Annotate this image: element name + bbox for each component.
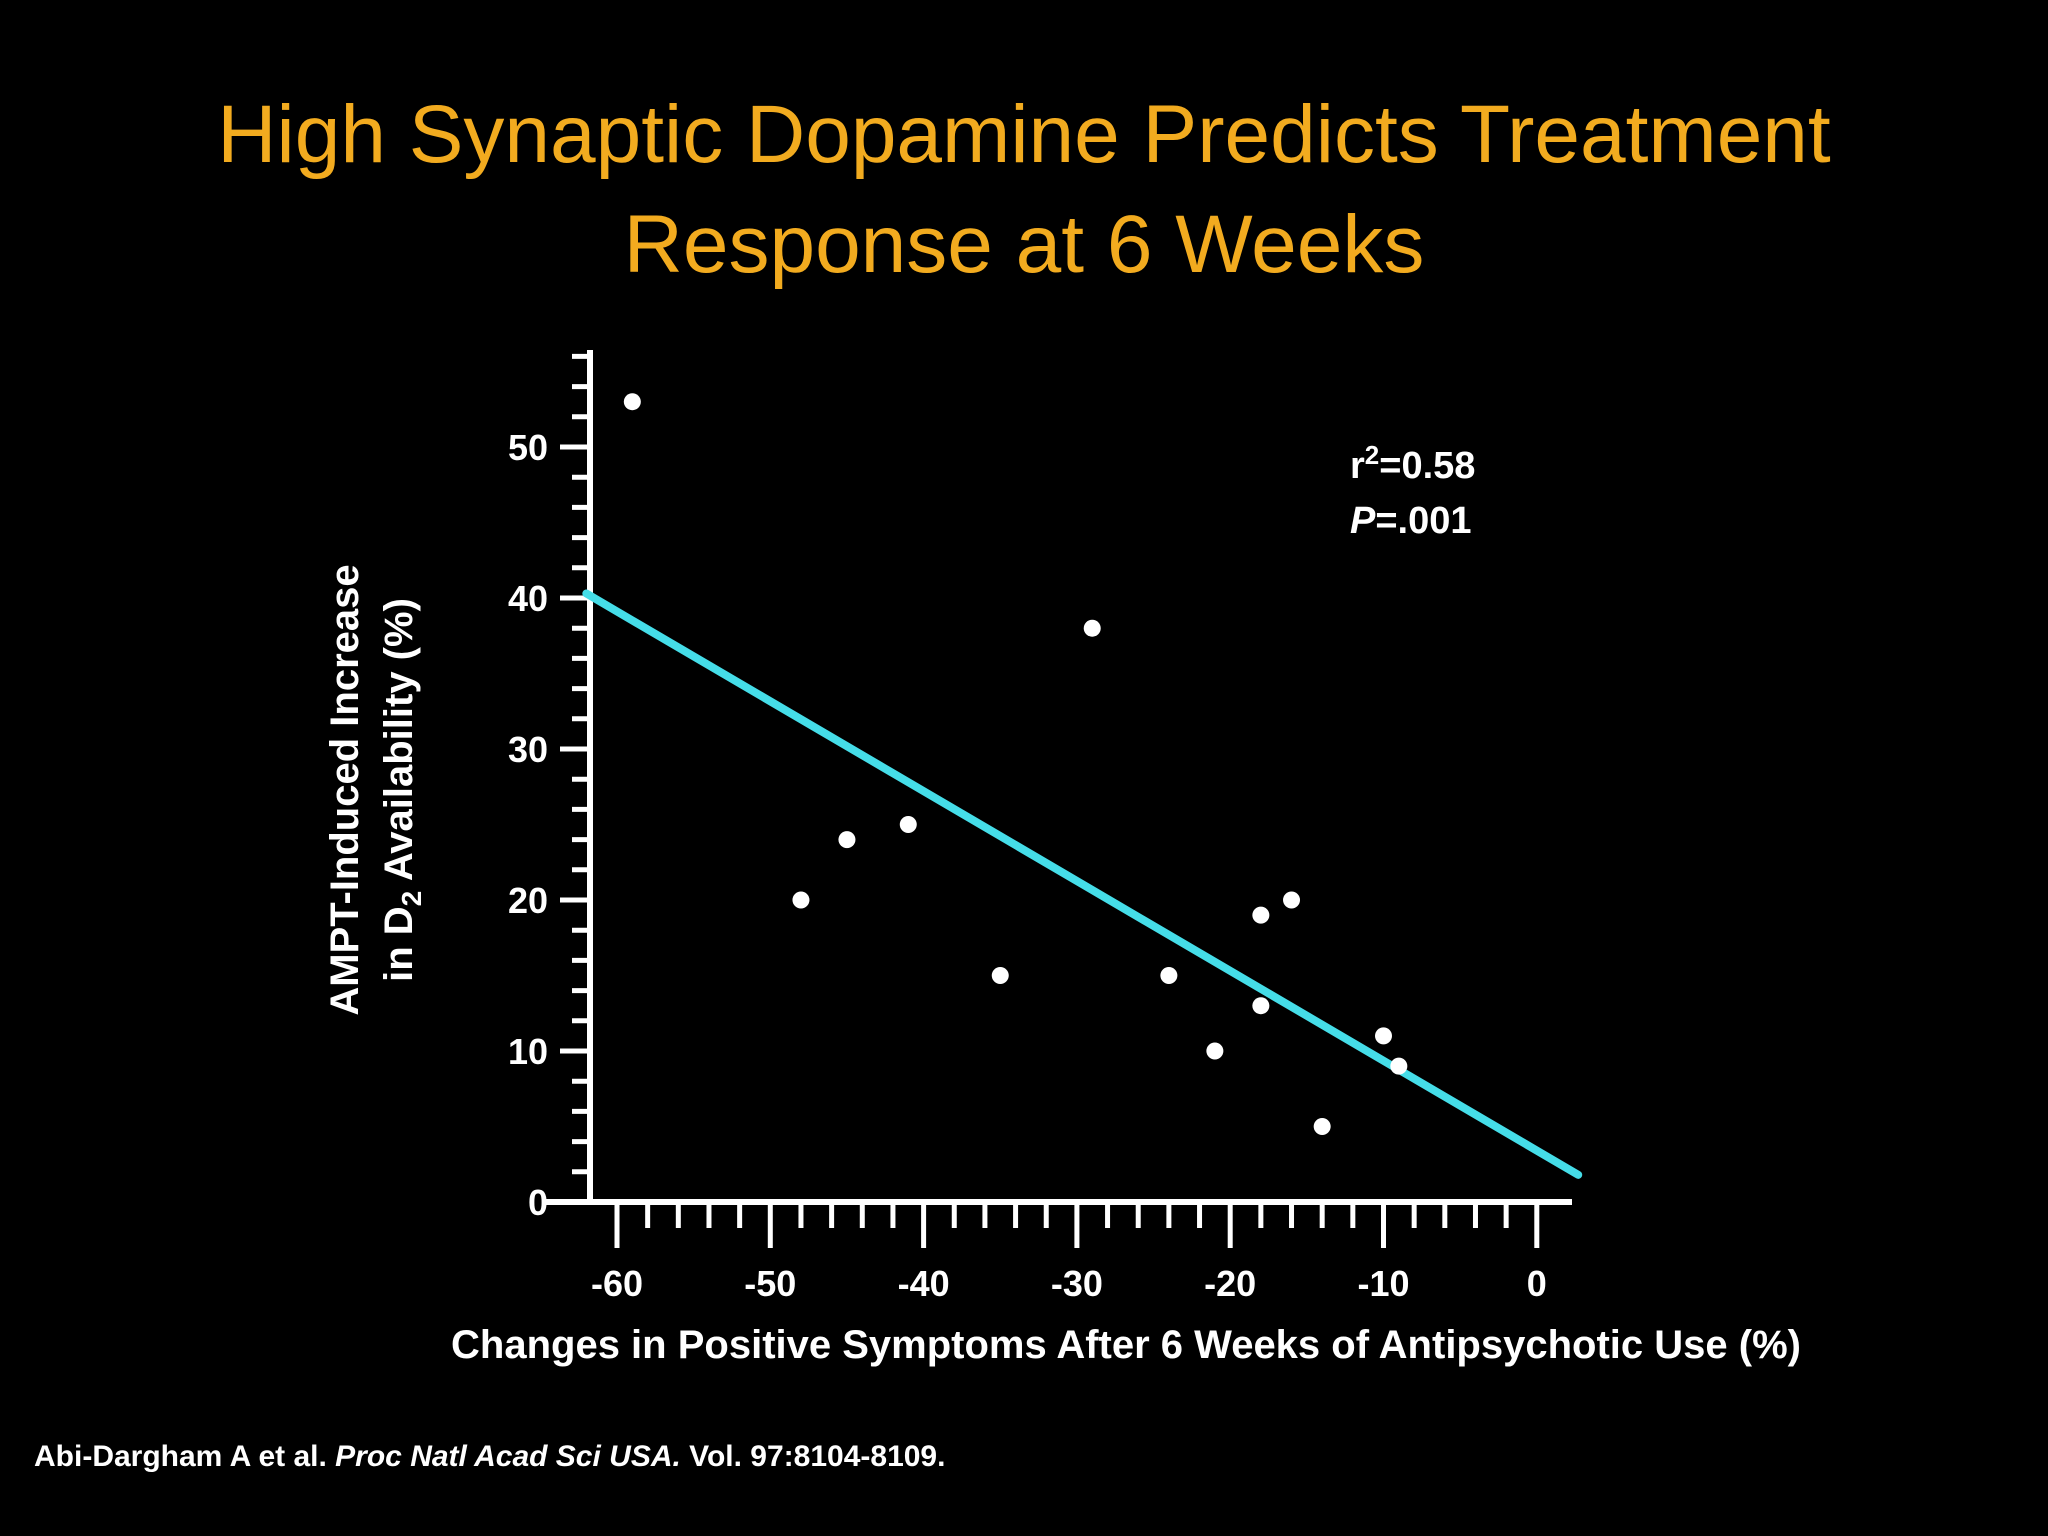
p-value: =.001 <box>1375 500 1471 542</box>
y-label-subscript: 2 <box>396 891 427 907</box>
y-axis-label: AMPT-Induced Increase in D2 Availability… <box>323 564 427 1015</box>
data-point <box>1083 619 1101 637</box>
title-line-1: High Synaptic Dopamine Predicts Treatmen… <box>217 89 1831 180</box>
citation-volume: Vol. 97:8104-8109. <box>680 1440 946 1473</box>
y-label-prefix: in D <box>377 906 421 982</box>
x-tick-label: -20 <box>1204 1263 1256 1304</box>
slide-title: High Synaptic Dopamine Predicts Treatmen… <box>0 80 2048 300</box>
y-tick-label: 40 <box>508 578 548 619</box>
data-point <box>1160 967 1178 984</box>
x-tick-label: -40 <box>898 1263 950 1304</box>
data-point <box>1283 891 1301 909</box>
data-point <box>1252 906 1270 924</box>
data-point <box>1252 997 1270 1015</box>
y-tick-label: 10 <box>508 1031 548 1072</box>
y-label-suffix: Availability (%) <box>377 598 421 891</box>
x-axis-label: Changes in Positive Symptoms After 6 Wee… <box>451 1323 1801 1367</box>
regression-line-group <box>582 589 1583 1179</box>
y-tick-label: 30 <box>508 729 548 770</box>
x-tick-label: -10 <box>1357 1263 1409 1304</box>
data-point <box>991 967 1009 984</box>
x-tick-label: -60 <box>591 1263 643 1304</box>
x-tick-label: -30 <box>1051 1263 1103 1304</box>
data-points <box>623 393 1408 1135</box>
data-point <box>623 393 641 411</box>
citation: Abi-Dargham A et al. Proc Natl Acad Sci … <box>34 1440 945 1474</box>
title-line-2: Response at 6 Weeks <box>623 199 1425 290</box>
r-value: =0.58 <box>1379 445 1475 487</box>
r-squared-annotation: r2=0.58 <box>1350 440 1475 487</box>
tick-labels: -60 -50 -40 -30 -20 -10 0 0 10 20 30 40 50 <box>508 427 1547 1304</box>
data-point <box>1313 1118 1331 1135</box>
data-point <box>899 816 917 833</box>
y-axis-label-line-2: in D2 Availability (%) <box>377 598 427 982</box>
tick-marks <box>560 353 1540 1248</box>
y-tick-label: 0 <box>528 1182 548 1223</box>
data-point <box>1375 1027 1392 1045</box>
y-tick-label: 20 <box>508 880 548 921</box>
data-point <box>1390 1057 1408 1075</box>
p-label: P <box>1350 500 1376 542</box>
data-point <box>792 891 810 909</box>
regression-line <box>582 589 1583 1179</box>
x-tick-label: 0 <box>1527 1263 1547 1304</box>
citation-journal: Proc Natl Acad Sci USA. <box>335 1440 681 1473</box>
x-tick-label: -50 <box>744 1263 796 1304</box>
r-superscript: 2 <box>1365 440 1379 470</box>
y-axis-label-line-1: AMPT-Induced Increase <box>323 564 367 1015</box>
citation-authors: Abi-Dargham A et al. <box>34 1440 336 1473</box>
r-label: r <box>1350 445 1365 487</box>
data-point <box>838 831 856 849</box>
y-tick-label: 50 <box>508 427 548 468</box>
data-point <box>1206 1042 1224 1060</box>
p-value-annotation: P=.001 <box>1350 500 1472 542</box>
